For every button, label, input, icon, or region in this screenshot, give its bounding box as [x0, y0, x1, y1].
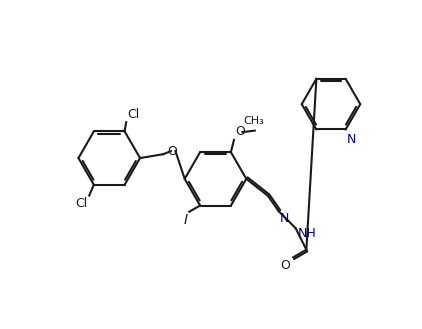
Text: NH: NH — [298, 227, 316, 240]
Text: N: N — [347, 133, 357, 145]
Text: I: I — [184, 213, 188, 227]
Text: N: N — [280, 212, 289, 225]
Text: O: O — [168, 145, 177, 158]
Text: Cl: Cl — [76, 197, 88, 210]
Text: O: O — [235, 125, 246, 138]
Text: Cl: Cl — [128, 108, 140, 121]
Text: O: O — [280, 259, 290, 272]
Text: CH₃: CH₃ — [243, 116, 264, 126]
